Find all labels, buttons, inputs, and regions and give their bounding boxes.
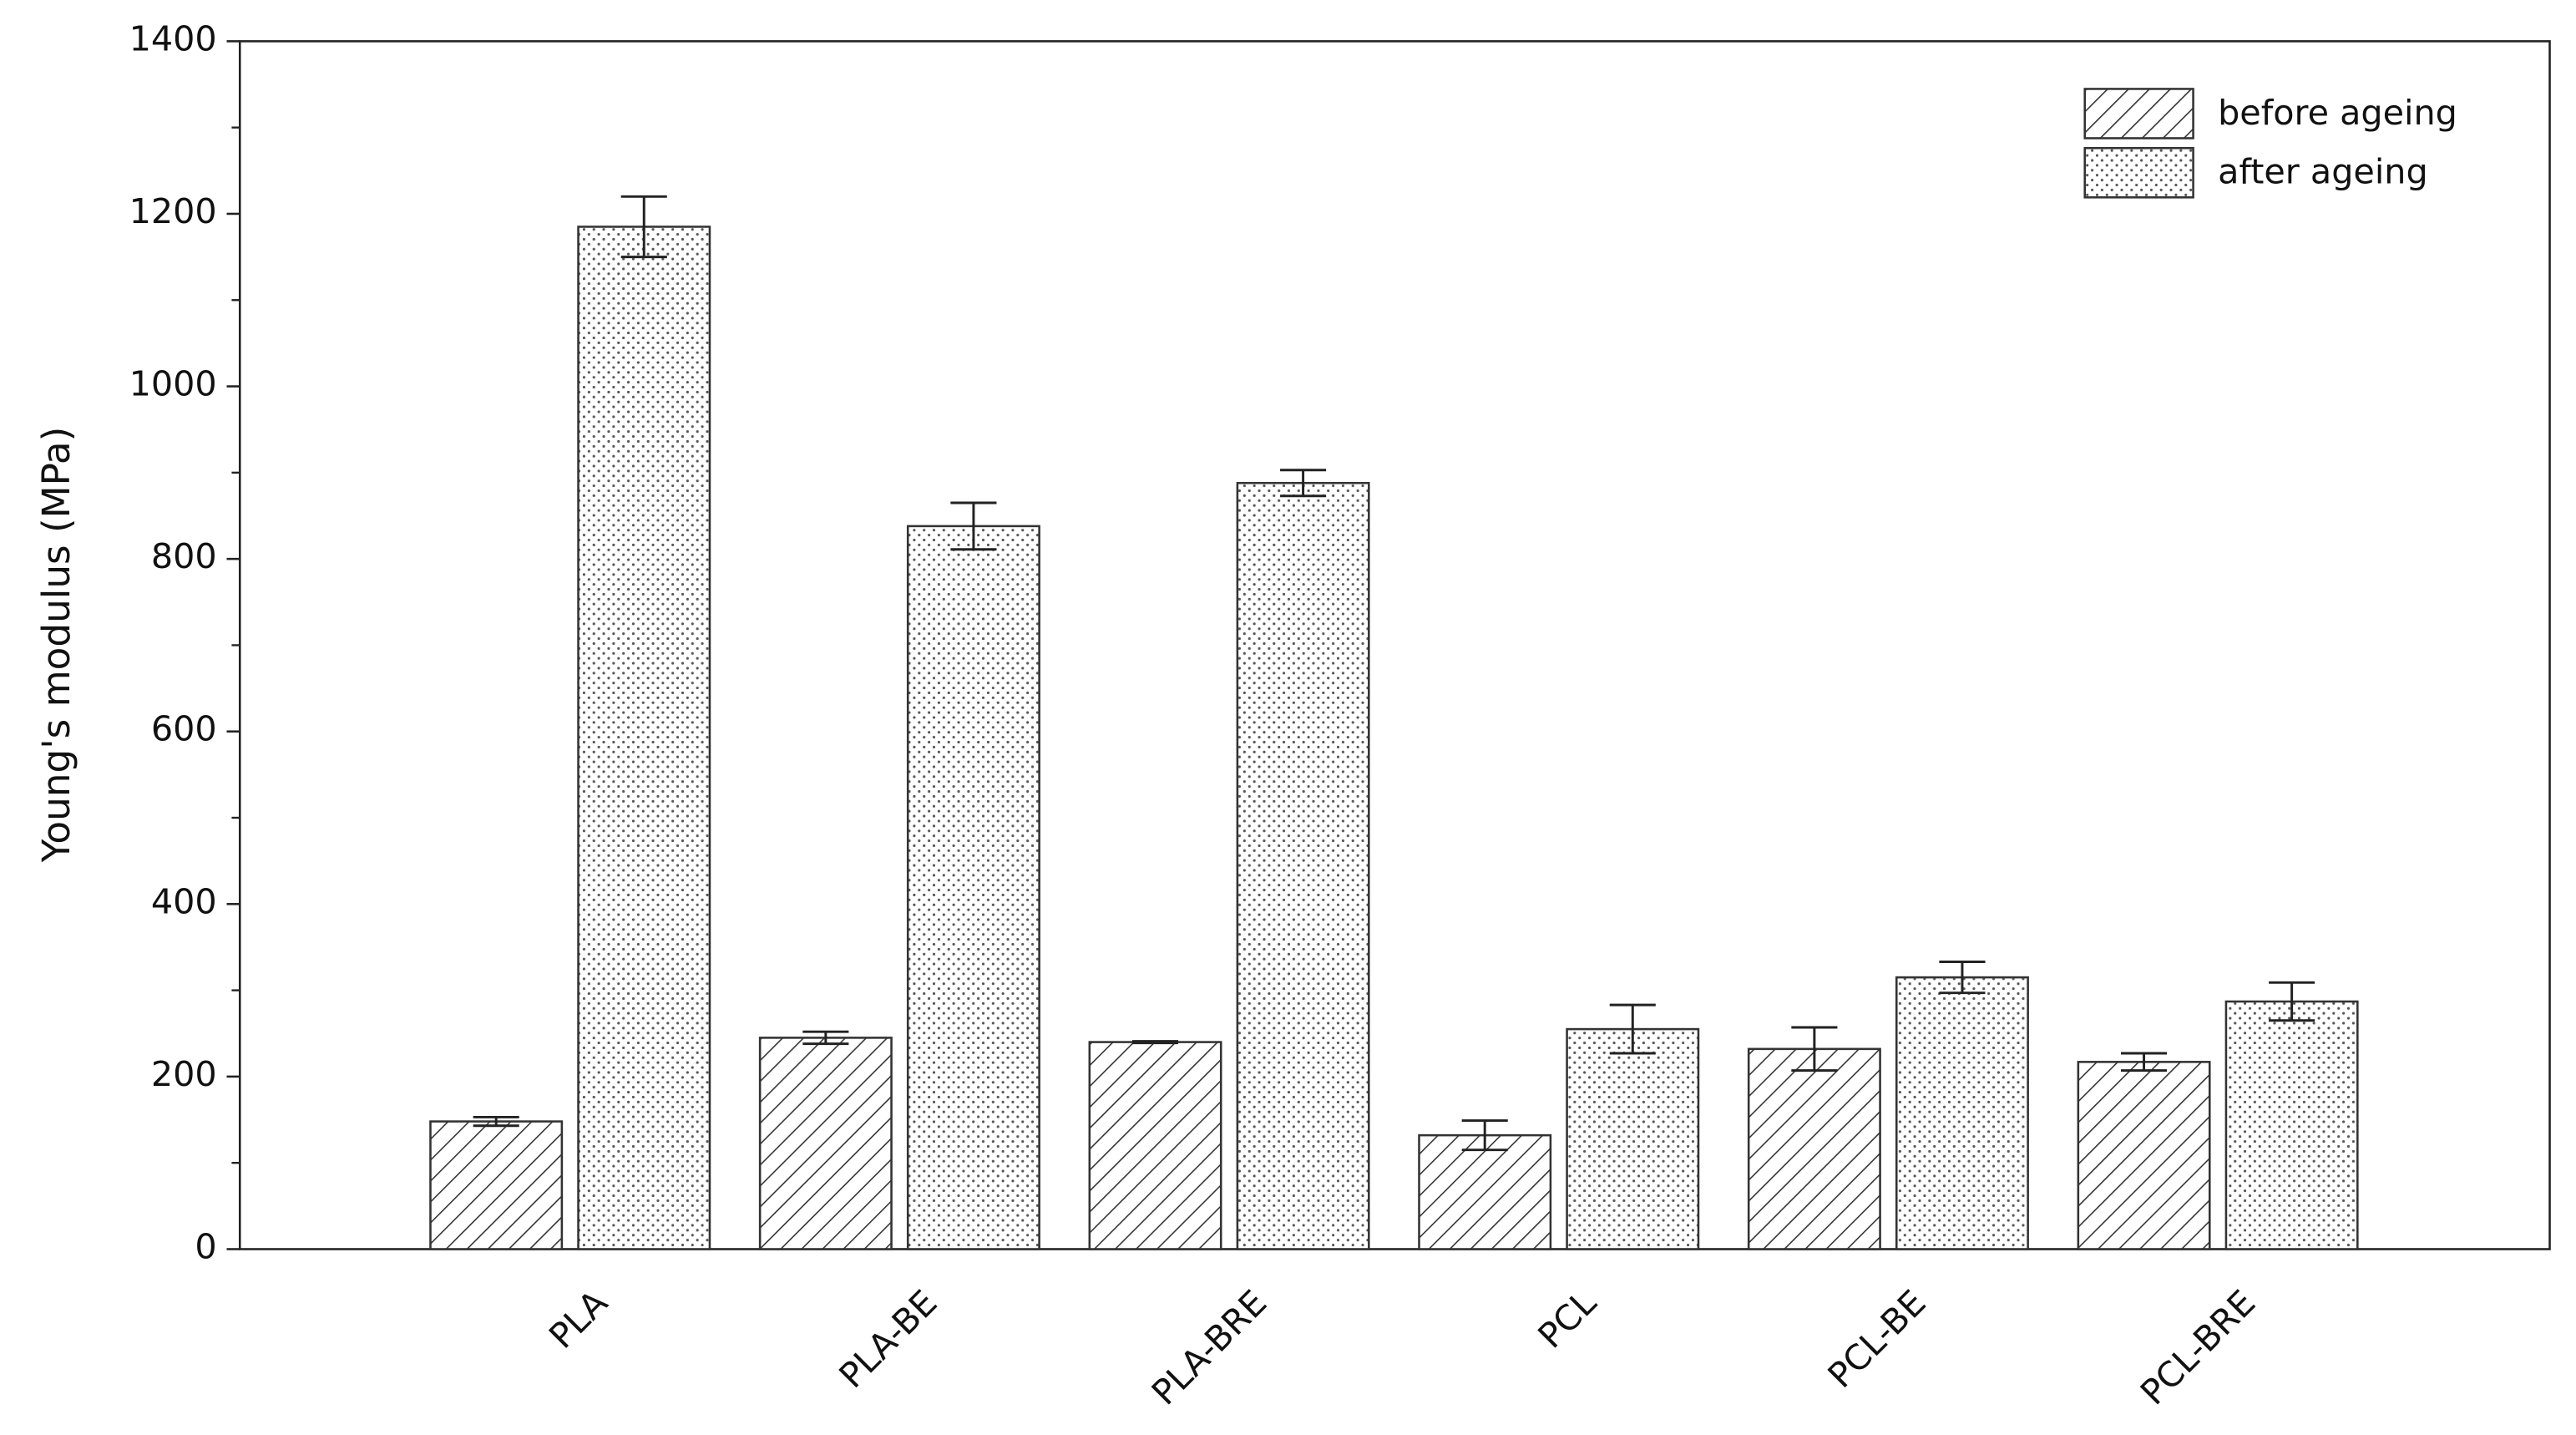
error-bar (2269, 981, 2315, 1022)
error-bar (1131, 1040, 1179, 1045)
bar (906, 525, 1040, 1250)
x-tick-label: PLA-BRE (1144, 1282, 1274, 1412)
bar (1236, 481, 1370, 1250)
error-bar (473, 1115, 519, 1128)
legend-label: after ageing (2218, 152, 2428, 192)
x-tick-label: PCL-BRE (2133, 1282, 2263, 1412)
bar (577, 226, 711, 1250)
error-bar (950, 501, 997, 551)
error-bar (620, 195, 667, 259)
y-axis-label: Young's modulus (MPa) (34, 427, 78, 864)
x-tick-label: PLA-BE (832, 1282, 945, 1396)
error-bar (1280, 469, 1327, 498)
x-tick-label: PCL (1531, 1282, 1604, 1356)
error-bar (1791, 1026, 1838, 1072)
x-tick-label: PCL-BE (1820, 1282, 1934, 1396)
y-tick-label: 600 (151, 709, 217, 749)
error-bar (1609, 1003, 1656, 1055)
y-tick-label: 800 (151, 536, 217, 576)
bar (2224, 1000, 2359, 1250)
bar (1088, 1041, 1222, 1250)
legend-label: before ageing (2218, 93, 2457, 133)
y-tick-label: 1000 (129, 364, 217, 404)
y-tick-label: 1200 (129, 191, 217, 231)
legend-swatch (2083, 88, 2194, 139)
bar (1566, 1027, 1700, 1250)
legend-swatch (2083, 146, 2194, 199)
error-bar (802, 1030, 849, 1046)
bar (1747, 1047, 1881, 1250)
x-tick-label: PLA (541, 1282, 615, 1356)
y-tick-label: 400 (151, 881, 217, 921)
bar (1418, 1133, 1552, 1250)
bar (2077, 1061, 2211, 1250)
error-bar (2121, 1052, 2168, 1072)
error-bar (1461, 1119, 1508, 1152)
bar (429, 1120, 564, 1250)
y-tick-label: 200 (151, 1054, 217, 1094)
bar (1895, 976, 2029, 1250)
error-bar (1939, 961, 1986, 995)
y-tick-label: 0 (195, 1226, 216, 1266)
y-tick-label: 1400 (129, 18, 217, 58)
bar (758, 1037, 893, 1250)
